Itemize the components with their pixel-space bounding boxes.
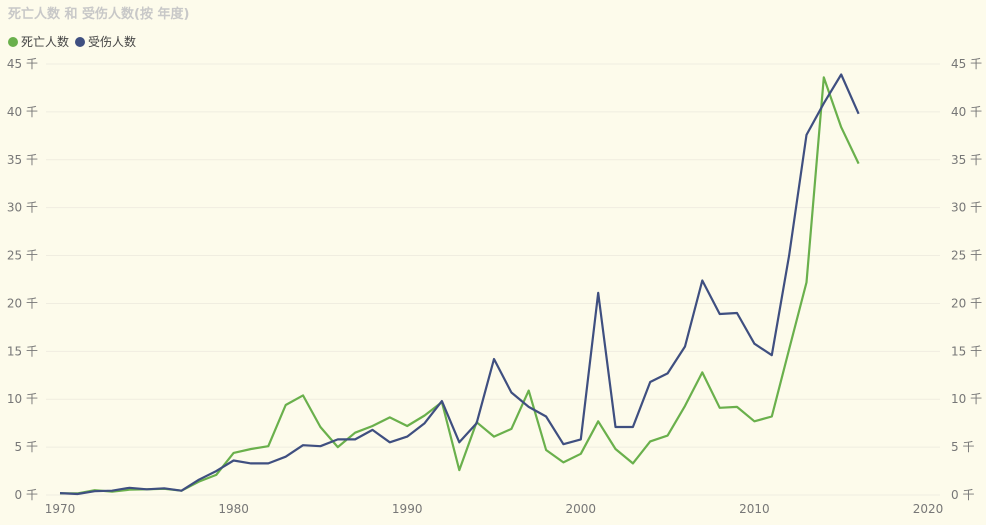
y-tick-label-left: 10 千: [7, 392, 38, 406]
x-tick-label: 1990: [392, 502, 423, 516]
legend-label-deaths: 死亡人数: [21, 35, 70, 49]
y-tick-label-left: 35 千: [7, 153, 38, 167]
x-tick-label: 1980: [218, 502, 249, 516]
legend-dot-injuries: [75, 36, 86, 47]
series-line-deaths[interactable]: [60, 76, 860, 495]
legend-item-deaths[interactable]: 死亡人数: [8, 33, 69, 50]
y-tick-label-right: 20 千: [951, 296, 982, 310]
x-tick-label: 2000: [566, 502, 597, 516]
series-line-injuries[interactable]: [59, 73, 860, 496]
chart-title: 死亡人数 和 受伤人数(按 年度): [8, 7, 190, 22]
y-tick-label-right: 25 千: [951, 249, 982, 263]
y-tick-label-right: 45 千: [951, 57, 982, 71]
y-tick-label-right: 5 千: [951, 440, 974, 454]
y-tick-label-right: 40 千: [951, 105, 982, 119]
series-lines: [59, 73, 860, 496]
grid: [46, 63, 940, 496]
y-tick-label-right: 10 千: [951, 392, 982, 406]
legend: 死亡人数 受伤人数: [8, 33, 136, 50]
y-tick-label-right: 35 千: [951, 153, 982, 167]
y-tick-label-left: 30 千: [7, 201, 38, 215]
y-tick-label-right: 15 千: [951, 344, 982, 358]
y-tick-label-left: 5 千: [15, 440, 38, 454]
legend-dot-deaths: [8, 36, 18, 47]
x-tick-label: 2020: [913, 502, 944, 516]
y-tick-label-left: 15 千: [7, 344, 38, 358]
x-tick-label: 1970: [45, 502, 76, 516]
y-tick-label-left: 20 千: [7, 296, 38, 310]
x-tick-label: 2010: [739, 502, 770, 516]
y-tick-label-right: 0 千: [951, 488, 974, 502]
y-tick-label-left: 40 千: [7, 105, 38, 119]
y-tick-label-left: 45 千: [7, 57, 38, 71]
axes: 0 千 0 千 5 千 5 千 10 千 10 千 15 千 15 千 20 千 20 千 25 千…: [7, 57, 982, 516]
legend-label-injuries: 受伤人数: [88, 35, 137, 49]
y-tick-label-left: 0 千: [15, 488, 38, 502]
y-tick-label-right: 30 千: [951, 201, 982, 215]
y-tick-label-left: 25 千: [7, 249, 38, 263]
legend-item-injuries[interactable]: 受伤人数: [75, 33, 136, 50]
